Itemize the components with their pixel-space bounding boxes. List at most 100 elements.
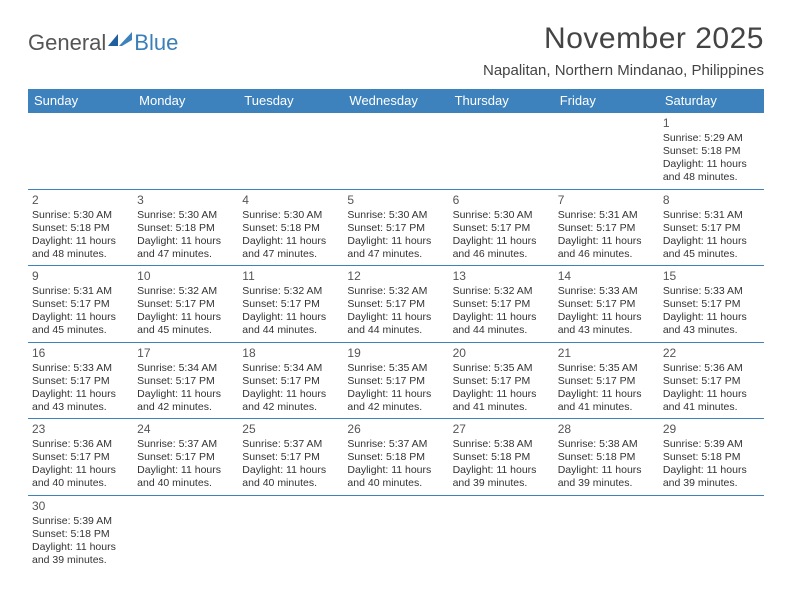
day-cell-empty — [659, 496, 764, 572]
day-cell: 24Sunrise: 5:37 AMSunset: 5:17 PMDayligh… — [133, 419, 238, 495]
day-cell: 4Sunrise: 5:30 AMSunset: 5:18 PMDaylight… — [238, 190, 343, 266]
daylight-text: Daylight: 11 hours and 42 minutes. — [347, 388, 444, 414]
daylight-text: Daylight: 11 hours and 44 minutes. — [242, 311, 339, 337]
sunset-text: Sunset: 5:17 PM — [242, 375, 339, 388]
day-cell: 15Sunrise: 5:33 AMSunset: 5:17 PMDayligh… — [659, 266, 764, 342]
weeks-container: 1Sunrise: 5:29 AMSunset: 5:18 PMDaylight… — [28, 113, 764, 571]
sunrise-text: Sunrise: 5:30 AM — [453, 209, 550, 222]
sunset-text: Sunset: 5:18 PM — [663, 145, 760, 158]
sunrise-text: Sunrise: 5:30 AM — [347, 209, 444, 222]
flag-icon — [108, 32, 134, 50]
day-number: 8 — [663, 193, 760, 208]
daylight-text: Daylight: 11 hours and 41 minutes. — [453, 388, 550, 414]
sunset-text: Sunset: 5:18 PM — [453, 451, 550, 464]
day-cell: 27Sunrise: 5:38 AMSunset: 5:18 PMDayligh… — [449, 419, 554, 495]
sunrise-text: Sunrise: 5:35 AM — [558, 362, 655, 375]
sunrise-text: Sunrise: 5:31 AM — [32, 285, 129, 298]
sunset-text: Sunset: 5:18 PM — [663, 451, 760, 464]
day-cell-empty — [554, 496, 659, 572]
brand-blue: Blue — [134, 30, 178, 56]
daylight-text: Daylight: 11 hours and 48 minutes. — [32, 235, 129, 261]
daylight-text: Daylight: 11 hours and 42 minutes. — [242, 388, 339, 414]
daylight-text: Daylight: 11 hours and 45 minutes. — [32, 311, 129, 337]
sunset-text: Sunset: 5:17 PM — [558, 222, 655, 235]
sunrise-text: Sunrise: 5:30 AM — [242, 209, 339, 222]
day-cell: 19Sunrise: 5:35 AMSunset: 5:17 PMDayligh… — [343, 343, 448, 419]
sunset-text: Sunset: 5:17 PM — [558, 375, 655, 388]
day-number: 24 — [137, 422, 234, 437]
sunset-text: Sunset: 5:17 PM — [137, 451, 234, 464]
day-cell: 13Sunrise: 5:32 AMSunset: 5:17 PMDayligh… — [449, 266, 554, 342]
sunset-text: Sunset: 5:17 PM — [32, 451, 129, 464]
daylight-text: Daylight: 11 hours and 40 minutes. — [347, 464, 444, 490]
day-header-wednesday: Wednesday — [343, 89, 448, 113]
sunrise-text: Sunrise: 5:37 AM — [137, 438, 234, 451]
week-row: 23Sunrise: 5:36 AMSunset: 5:17 PMDayligh… — [28, 419, 764, 496]
day-header-saturday: Saturday — [659, 89, 764, 113]
sunrise-text: Sunrise: 5:34 AM — [137, 362, 234, 375]
daylight-text: Daylight: 11 hours and 40 minutes. — [242, 464, 339, 490]
day-number: 14 — [558, 269, 655, 284]
day-cell: 8Sunrise: 5:31 AMSunset: 5:17 PMDaylight… — [659, 190, 764, 266]
day-cell-empty — [238, 496, 343, 572]
calendar: SundayMondayTuesdayWednesdayThursdayFrid… — [28, 89, 764, 571]
sunrise-text: Sunrise: 5:38 AM — [558, 438, 655, 451]
daylight-text: Daylight: 11 hours and 39 minutes. — [558, 464, 655, 490]
sunset-text: Sunset: 5:17 PM — [663, 375, 760, 388]
day-header-sunday: Sunday — [28, 89, 133, 113]
day-number: 30 — [32, 499, 129, 514]
sunset-text: Sunset: 5:17 PM — [347, 298, 444, 311]
sunset-text: Sunset: 5:17 PM — [558, 298, 655, 311]
day-header-thursday: Thursday — [449, 89, 554, 113]
daylight-text: Daylight: 11 hours and 46 minutes. — [453, 235, 550, 261]
sunrise-text: Sunrise: 5:31 AM — [663, 209, 760, 222]
sunrise-text: Sunrise: 5:36 AM — [32, 438, 129, 451]
day-cell: 20Sunrise: 5:35 AMSunset: 5:17 PMDayligh… — [449, 343, 554, 419]
day-number: 13 — [453, 269, 550, 284]
day-number: 7 — [558, 193, 655, 208]
week-row: 1Sunrise: 5:29 AMSunset: 5:18 PMDaylight… — [28, 113, 764, 190]
daylight-text: Daylight: 11 hours and 45 minutes. — [137, 311, 234, 337]
daylight-text: Daylight: 11 hours and 43 minutes. — [558, 311, 655, 337]
daylight-text: Daylight: 11 hours and 45 minutes. — [663, 235, 760, 261]
sunset-text: Sunset: 5:18 PM — [558, 451, 655, 464]
day-cell: 14Sunrise: 5:33 AMSunset: 5:17 PMDayligh… — [554, 266, 659, 342]
day-cell: 10Sunrise: 5:32 AMSunset: 5:17 PMDayligh… — [133, 266, 238, 342]
sunrise-text: Sunrise: 5:38 AM — [453, 438, 550, 451]
day-cell: 29Sunrise: 5:39 AMSunset: 5:18 PMDayligh… — [659, 419, 764, 495]
day-cell-empty — [554, 113, 659, 189]
day-header-monday: Monday — [133, 89, 238, 113]
day-number: 29 — [663, 422, 760, 437]
day-header-friday: Friday — [554, 89, 659, 113]
sunrise-text: Sunrise: 5:32 AM — [347, 285, 444, 298]
day-cell-empty — [449, 113, 554, 189]
day-number: 15 — [663, 269, 760, 284]
daylight-text: Daylight: 11 hours and 43 minutes. — [32, 388, 129, 414]
day-cell: 16Sunrise: 5:33 AMSunset: 5:17 PMDayligh… — [28, 343, 133, 419]
day-cell: 7Sunrise: 5:31 AMSunset: 5:17 PMDaylight… — [554, 190, 659, 266]
day-number: 22 — [663, 346, 760, 361]
sunrise-text: Sunrise: 5:39 AM — [663, 438, 760, 451]
week-row: 30Sunrise: 5:39 AMSunset: 5:18 PMDayligh… — [28, 496, 764, 572]
title-block: November 2025 Napalitan, Northern Mindan… — [483, 22, 764, 79]
sunrise-text: Sunrise: 5:35 AM — [453, 362, 550, 375]
day-cell: 22Sunrise: 5:36 AMSunset: 5:17 PMDayligh… — [659, 343, 764, 419]
day-number: 2 — [32, 193, 129, 208]
sunrise-text: Sunrise: 5:37 AM — [242, 438, 339, 451]
sunset-text: Sunset: 5:17 PM — [453, 298, 550, 311]
sunset-text: Sunset: 5:17 PM — [242, 298, 339, 311]
sunrise-text: Sunrise: 5:33 AM — [663, 285, 760, 298]
day-cell-empty — [133, 496, 238, 572]
sunset-text: Sunset: 5:17 PM — [242, 451, 339, 464]
sunrise-text: Sunrise: 5:30 AM — [137, 209, 234, 222]
day-number: 11 — [242, 269, 339, 284]
sunset-text: Sunset: 5:17 PM — [32, 375, 129, 388]
sunset-text: Sunset: 5:17 PM — [663, 298, 760, 311]
header: General Blue November 2025 Napalitan, No… — [28, 22, 764, 79]
sunrise-text: Sunrise: 5:32 AM — [453, 285, 550, 298]
day-header-row: SundayMondayTuesdayWednesdayThursdayFrid… — [28, 89, 764, 113]
sunset-text: Sunset: 5:18 PM — [242, 222, 339, 235]
brand-general: General — [28, 30, 106, 56]
day-number: 9 — [32, 269, 129, 284]
day-number: 19 — [347, 346, 444, 361]
